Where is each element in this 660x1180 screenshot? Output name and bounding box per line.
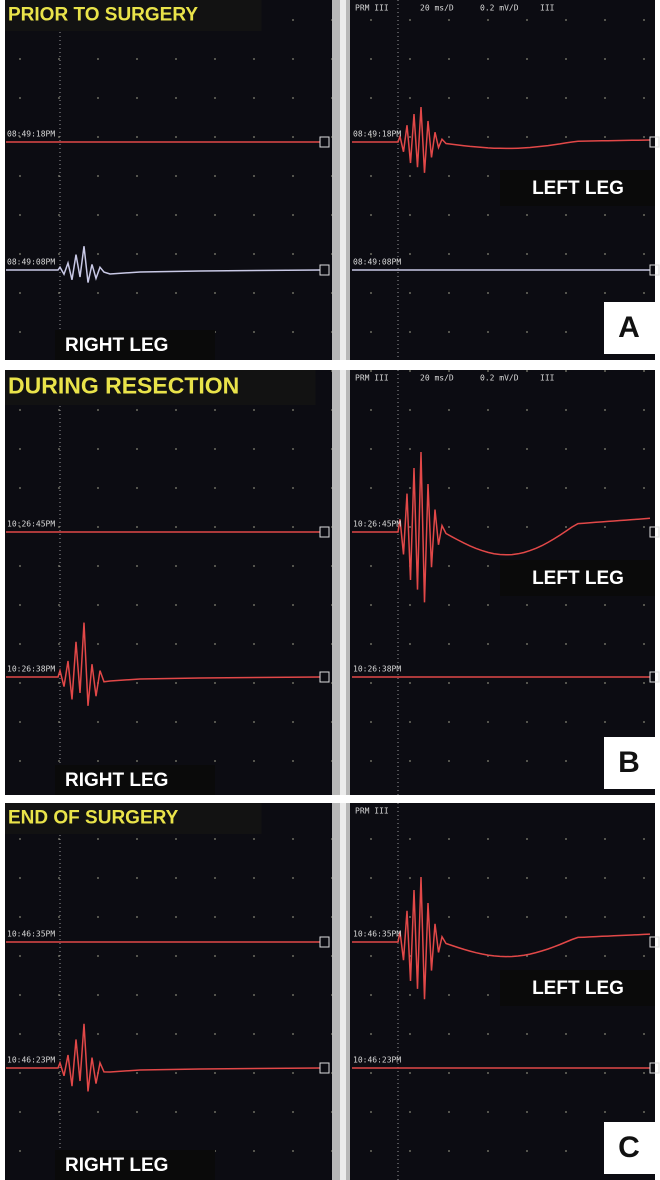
header-text: 20 ms/D — [420, 4, 454, 13]
header-text: PRM III — [355, 4, 389, 13]
timestamp: 08:49:08PM — [7, 258, 55, 267]
timestamp: 10:26:38PM — [353, 665, 401, 674]
divider-edge — [340, 370, 346, 795]
panel-title: PRIOR TO SURGERY — [8, 5, 198, 26]
timestamp: 10:26:38PM — [7, 665, 55, 674]
timestamp: 08:49:18PM — [353, 130, 401, 139]
figure: 08:49:18PM 08:49:08PM 08:49:18PM 08:49:08PM… — [0, 0, 660, 1180]
left-leg-label: LEFT LEG — [532, 978, 624, 999]
header-text: III — [540, 374, 555, 383]
timestamp: 08:49:08PM — [353, 258, 401, 267]
header-text: PRM III — [355, 374, 389, 383]
timestamp: 10:46:23PM — [7, 1056, 55, 1065]
header-text: PRM III — [355, 807, 389, 816]
header-text: III — [540, 4, 555, 13]
right-leg-label: RIGHT LEG — [65, 770, 168, 791]
left-leg-label: LEFT LEG — [532, 568, 624, 589]
timestamp: 08:49:18PM — [7, 130, 55, 139]
divider-edge — [340, 0, 346, 360]
right-leg-label: RIGHT LEG — [65, 335, 168, 356]
right-leg-label: RIGHT LEG — [65, 1155, 168, 1176]
panel-title: END OF SURGERY — [8, 808, 179, 829]
header-text: 0.2 mV/D — [480, 4, 519, 13]
timestamp: 10:46:35PM — [7, 930, 55, 939]
panel-letter: A — [618, 311, 640, 344]
left-leg-label: LEFT LEG — [532, 178, 624, 199]
timestamp: 10:46:23PM — [353, 1056, 401, 1065]
divider-edge — [340, 803, 346, 1180]
header-text: 0.2 mV/D — [480, 374, 519, 383]
timestamp: 10:46:35PM — [353, 930, 401, 939]
header-text: 20 ms/D — [420, 374, 454, 383]
timestamp: 10:26:45PM — [7, 520, 55, 529]
panel-title: DURING RESECTION — [8, 373, 239, 399]
timestamp: 10:26:45PM — [353, 520, 401, 529]
panel-letter: B — [618, 746, 640, 779]
panel-letter: C — [618, 1131, 640, 1164]
